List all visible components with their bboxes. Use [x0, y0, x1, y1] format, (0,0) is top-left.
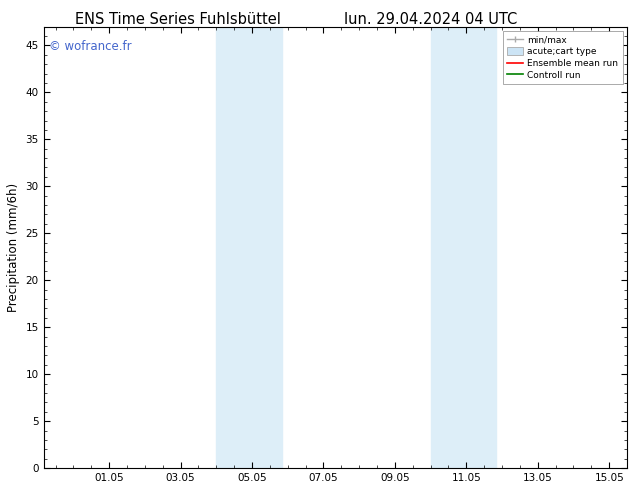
- Y-axis label: Precipitation (mm/6h): Precipitation (mm/6h): [7, 183, 20, 312]
- Text: lun. 29.04.2024 04 UTC: lun. 29.04.2024 04 UTC: [344, 12, 518, 27]
- Bar: [216, 26, 281, 468]
- Text: © wofrance.fr: © wofrance.fr: [49, 40, 132, 53]
- Legend: min/max, acute;cart type, Ensemble mean run, Controll run: min/max, acute;cart type, Ensemble mean …: [503, 31, 623, 84]
- Bar: [430, 26, 496, 468]
- Text: ENS Time Series Fuhlsbüttel: ENS Time Series Fuhlsbüttel: [75, 12, 280, 27]
